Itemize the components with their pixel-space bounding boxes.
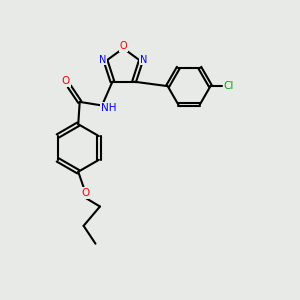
Text: O: O: [119, 41, 127, 51]
Text: O: O: [81, 188, 89, 198]
Text: Cl: Cl: [224, 81, 234, 91]
Text: N: N: [140, 55, 147, 64]
Text: O: O: [61, 76, 70, 86]
Text: NH: NH: [101, 103, 116, 113]
Text: N: N: [99, 55, 106, 64]
